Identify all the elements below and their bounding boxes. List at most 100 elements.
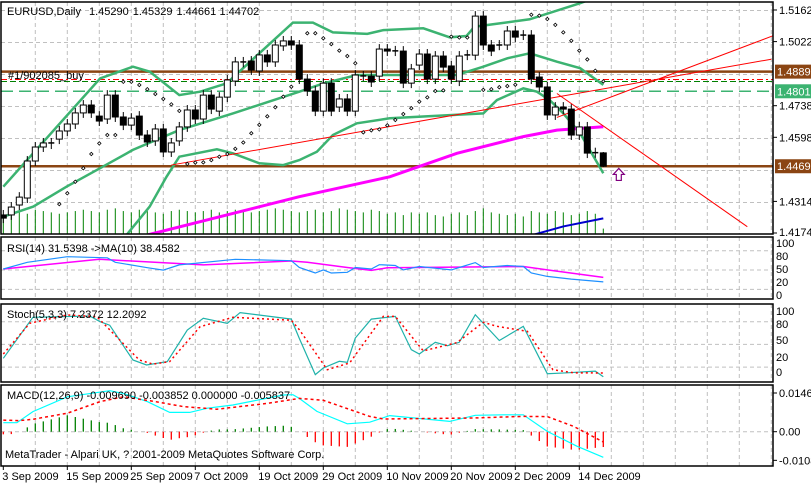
candle[interactable] bbox=[367, 71, 375, 87]
candle[interactable] bbox=[7, 202, 15, 220]
candle[interactable] bbox=[383, 44, 391, 57]
candle[interactable] bbox=[343, 93, 351, 117]
candle[interactable] bbox=[175, 121, 183, 146]
candle[interactable] bbox=[23, 156, 31, 203]
arrow-up-icon[interactable] bbox=[611, 167, 626, 182]
candle[interactable] bbox=[464, 49, 471, 61]
candle[interactable] bbox=[559, 102, 567, 115]
parabolic-sar-dot bbox=[513, 82, 518, 87]
candle[interactable] bbox=[127, 113, 135, 131]
candle[interactable] bbox=[63, 119, 71, 136]
candle[interactable] bbox=[39, 137, 47, 152]
candle[interactable] bbox=[471, 11, 479, 61]
parabolic-sar-dot bbox=[385, 123, 390, 128]
candle[interactable] bbox=[111, 90, 119, 122]
candle[interactable] bbox=[159, 123, 167, 157]
candle[interactable] bbox=[503, 26, 511, 50]
candle[interactable] bbox=[167, 137, 175, 157]
candle[interactable] bbox=[87, 100, 95, 118]
candle[interactable] bbox=[575, 121, 583, 141]
candle[interactable] bbox=[360, 70, 367, 82]
parabolic-sar-dot bbox=[73, 179, 78, 185]
candle[interactable] bbox=[71, 107, 79, 129]
price-panel[interactable] bbox=[0, 0, 773, 235]
candle[interactable] bbox=[415, 49, 423, 71]
trendline[interactable] bbox=[556, 35, 774, 118]
candle[interactable] bbox=[183, 105, 191, 132]
candle[interactable] bbox=[223, 75, 231, 103]
candle[interactable] bbox=[319, 78, 327, 117]
candle[interactable] bbox=[392, 45, 399, 57]
candle[interactable] bbox=[119, 112, 127, 131]
candle[interactable] bbox=[279, 35, 287, 51]
candle[interactable] bbox=[431, 51, 439, 85]
trendline[interactable] bbox=[171, 58, 772, 166]
macd-panel[interactable] bbox=[2, 390, 604, 458]
candle[interactable] bbox=[520, 30, 527, 41]
candle[interactable] bbox=[31, 142, 39, 166]
candle-body-bear bbox=[159, 128, 167, 153]
candle[interactable] bbox=[335, 93, 343, 113]
candle[interactable] bbox=[240, 56, 247, 68]
parabolic-sar-dot bbox=[257, 122, 262, 128]
candle[interactable] bbox=[455, 51, 463, 87]
price-axis[interactable]: 1.51620 1.50220 1.47380 1.45980 1.43140 1.417… bbox=[773, 5, 811, 239]
candle-body-bull bbox=[415, 53, 423, 66]
candle[interactable] bbox=[271, 40, 279, 67]
candle[interactable] bbox=[599, 151, 607, 168]
candle[interactable] bbox=[487, 40, 495, 57]
candle[interactable] bbox=[48, 137, 55, 150]
candle[interactable] bbox=[151, 123, 159, 146]
candle[interactable] bbox=[135, 111, 143, 141]
candle[interactable] bbox=[479, 11, 487, 50]
candle[interactable] bbox=[551, 102, 559, 120]
candle[interactable] bbox=[215, 92, 223, 117]
trendline[interactable] bbox=[556, 93, 748, 228]
candle[interactable] bbox=[255, 49, 263, 76]
candle[interactable] bbox=[199, 90, 207, 124]
candle-body-bear bbox=[383, 48, 391, 52]
candle[interactable] bbox=[0, 209, 7, 224]
candle[interactable] bbox=[447, 61, 455, 85]
candle[interactable] bbox=[399, 46, 407, 89]
rsi-tick-label: 50 bbox=[776, 264, 788, 276]
candle[interactable] bbox=[327, 78, 335, 117]
candle-body-bear bbox=[327, 82, 335, 112]
candle[interactable] bbox=[423, 49, 431, 85]
candle[interactable] bbox=[592, 147, 599, 158]
price-tick-label: 1.47380 bbox=[779, 101, 811, 113]
candle[interactable] bbox=[231, 56, 239, 87]
candle[interactable] bbox=[351, 70, 359, 117]
candle[interactable] bbox=[407, 63, 415, 89]
candle[interactable] bbox=[496, 40, 503, 51]
candle[interactable] bbox=[103, 90, 111, 124]
candle[interactable] bbox=[543, 82, 551, 120]
candle[interactable] bbox=[311, 86, 319, 117]
candle[interactable] bbox=[535, 72, 543, 92]
candle[interactable] bbox=[95, 111, 103, 127]
stochastic-panel[interactable] bbox=[2, 311, 604, 378]
rsi-panel[interactable] bbox=[3, 256, 604, 283]
rsi-tick-label: 100 bbox=[776, 238, 794, 250]
candle[interactable] bbox=[191, 105, 199, 124]
candle[interactable] bbox=[583, 121, 591, 159]
candle[interactable] bbox=[375, 44, 383, 82]
time-axis[interactable]: 3 Sep 2009 15 Sep 2009 25 Sep 2009 7 Oct 20… bbox=[2, 466, 641, 483]
candle[interactable] bbox=[439, 51, 447, 73]
candle[interactable] bbox=[143, 130, 151, 148]
candle[interactable] bbox=[527, 30, 535, 85]
candle[interactable] bbox=[567, 104, 575, 141]
candle[interactable] bbox=[55, 126, 63, 145]
candle[interactable] bbox=[287, 35, 295, 50]
order-line-label[interactable]: #1/902085_buy bbox=[8, 70, 84, 82]
candle[interactable] bbox=[295, 40, 303, 85]
candle[interactable] bbox=[15, 192, 23, 210]
candle[interactable] bbox=[207, 90, 215, 115]
candle[interactable] bbox=[263, 49, 271, 67]
candle[interactable] bbox=[247, 56, 255, 76]
high-value: 1.45329 bbox=[133, 6, 173, 18]
candle[interactable] bbox=[511, 26, 519, 43]
candle[interactable] bbox=[79, 100, 87, 118]
candle[interactable] bbox=[303, 74, 311, 97]
